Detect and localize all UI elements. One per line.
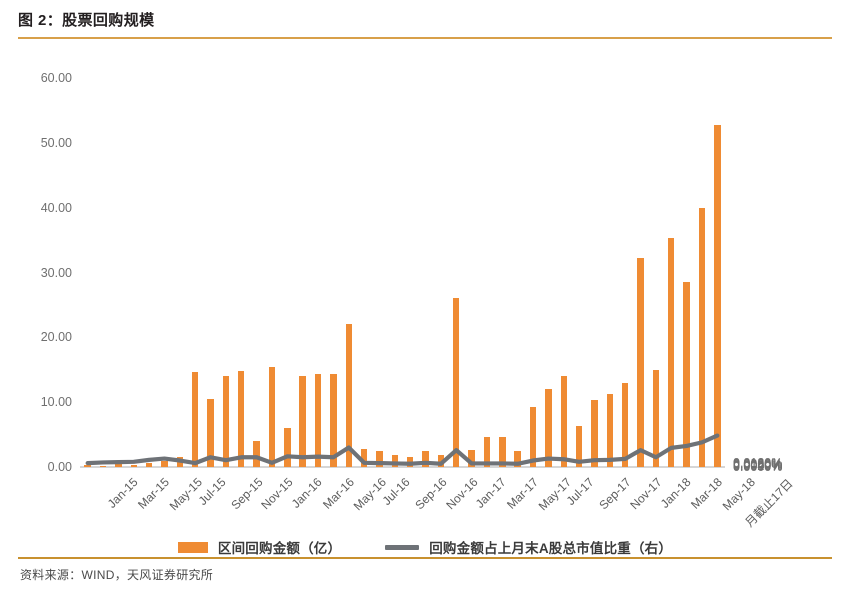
bar [591, 400, 598, 467]
bar [99, 465, 107, 467]
x-axis-tick: Sep-16 [412, 475, 450, 513]
bar [299, 376, 306, 467]
source-note: 资料来源：WIND，天风证券研究所 [20, 568, 214, 582]
bar [575, 425, 583, 467]
bar [514, 451, 521, 467]
left-axis: 0.00 10.00 20.00 30.00 40.00 50.00 60.00 [0, 42, 72, 554]
right-axis-tick: 0.0000% [733, 460, 783, 474]
bar [161, 460, 168, 467]
left-axis-tick: 10.00 [40, 395, 72, 410]
bar [253, 441, 260, 467]
bar [268, 366, 276, 467]
x-axis-tick: Nov-15 [258, 475, 296, 513]
bar [714, 124, 721, 467]
bar [499, 437, 506, 467]
right-axis: 0.0000% 0.0020% 0.0040% 0.0060% 0.0080% 0.010… [733, 42, 845, 554]
bar [314, 373, 322, 467]
bar [422, 450, 429, 467]
legend-label-line: 回购金额占上月末A股总市值比重（右） [429, 541, 673, 556]
x-axis-tick: Jan-16 [288, 475, 325, 511]
bar [683, 281, 690, 467]
bar [360, 448, 368, 467]
right-axis-tick: 0.0100% [733, 456, 783, 471]
title-divider [18, 37, 832, 39]
legend-item-line[interactable]: 回购金额占上月末A股总市值比重（右） [385, 537, 672, 557]
x-axis-tick: Mar-18 [688, 475, 726, 512]
bars-layer [80, 78, 725, 467]
line-series-path [85, 433, 720, 466]
left-axis-tick: 30.00 [40, 265, 72, 280]
bar [483, 437, 491, 467]
left-axis-tick: 20.00 [40, 330, 72, 345]
bar [115, 464, 122, 467]
right-axis-tick: 0.0080% [733, 457, 783, 472]
right-axis-tick: 0.0020% [733, 459, 783, 474]
left-axis-tick: 50.00 [40, 135, 72, 150]
bar [238, 371, 245, 467]
bar [84, 465, 91, 467]
left-axis-tick: 60.00 [40, 71, 72, 85]
footer-divider [18, 557, 832, 559]
x-axis-tick: Nov-17 [627, 475, 665, 513]
right-axis-tick: 0.0120% [733, 456, 783, 471]
x-axis-tick: Jan-17 [473, 475, 509, 511]
left-axis-tick: 0.00 [47, 460, 72, 474]
x-axis-tick: Sep-15 [227, 475, 266, 513]
x-axis-tick: Nov-16 [442, 475, 481, 513]
right-axis-tick: 0.0040% [733, 458, 783, 473]
title-bar: 图 2：股票回购规模 [18, 8, 832, 40]
bar [453, 298, 460, 467]
legend-item-bar[interactable]: 区间回购金额（亿） [177, 537, 342, 557]
bar [207, 398, 214, 467]
x-axis-tick: Jan-15 [104, 475, 141, 511]
bar [345, 324, 352, 467]
chart-container: 0.00 10.00 20.00 30.00 40.00 50.00 60.00 0.000… [0, 42, 850, 557]
bar [621, 382, 629, 467]
bar [698, 207, 706, 467]
bar [191, 372, 199, 467]
line-series-layer [85, 433, 720, 466]
bar [668, 237, 675, 467]
bar [330, 374, 337, 467]
bar [468, 450, 475, 467]
bar [145, 463, 153, 467]
x-axis-tick: Sep-17 [596, 475, 634, 513]
right-axis-tick: 0.0060% [733, 458, 783, 473]
bar [560, 376, 567, 467]
bar [284, 428, 291, 467]
chart-legend: 区间回购金额（亿） 回购金额占上月末A股总市值比重（右） [0, 537, 850, 557]
bar [376, 451, 383, 467]
bar [391, 455, 399, 467]
bar [130, 465, 137, 467]
x-axis-tick: Mar-17 [504, 475, 541, 512]
x-axis-tick: Mar-16 [319, 475, 357, 512]
x-axis-tick: Mar-15 [135, 475, 173, 512]
bar [652, 369, 660, 467]
line-swatch-icon [385, 544, 420, 550]
bar [222, 376, 230, 467]
page-title: 图 2：股票回购规模 [18, 12, 155, 29]
bar [606, 394, 614, 467]
x-axis-tick: Jan-18 [657, 475, 694, 511]
bar [637, 258, 644, 467]
bar-swatch-icon [177, 541, 208, 553]
x-axis-line [80, 466, 725, 468]
legend-label-bar: 区间回购金额（亿） [217, 541, 342, 556]
bar [545, 389, 552, 467]
bar [529, 407, 537, 467]
left-axis-tick: 40.00 [40, 200, 72, 215]
